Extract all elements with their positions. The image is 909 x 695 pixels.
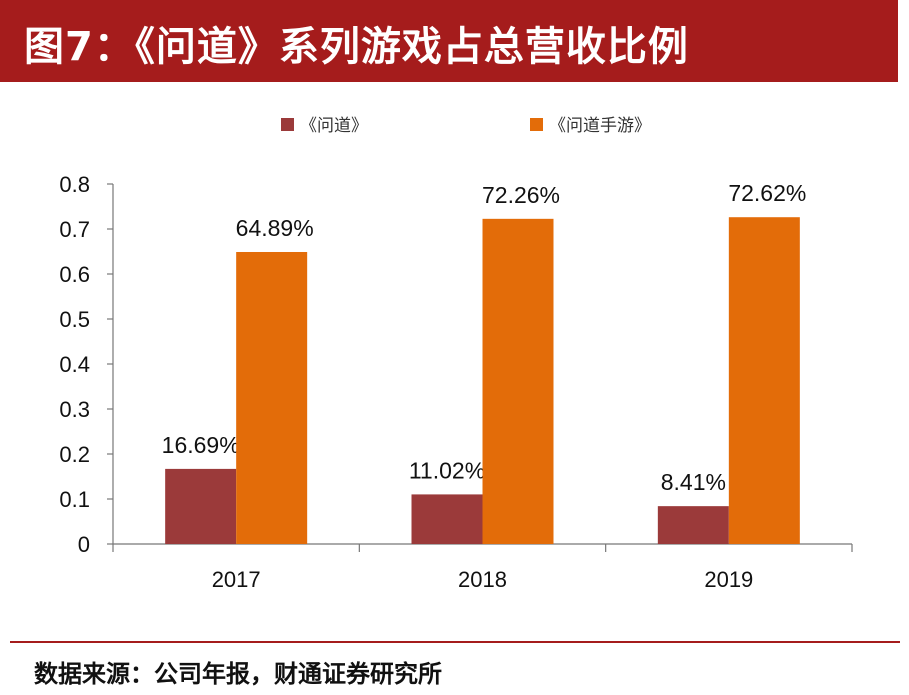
footer-divider	[10, 641, 900, 643]
y-tick-label: 0.5	[59, 307, 90, 332]
legend-swatch	[281, 118, 294, 131]
x-tick-label: 2018	[458, 567, 507, 592]
y-tick-label: 0.7	[59, 217, 90, 242]
data-label: 72.26%	[482, 182, 560, 208]
bar-wendao-mobile-2017	[236, 251, 308, 544]
y-tick-label: 0.4	[59, 352, 90, 377]
bar-wendao-2018	[411, 494, 483, 544]
data-label: 11.02%	[409, 457, 485, 483]
y-tick-label: 0.8	[59, 172, 90, 197]
data-label: 8.41%	[661, 469, 726, 495]
y-tick-label: 0.1	[59, 487, 90, 512]
legend-label: 《问道》	[300, 116, 368, 135]
data-label: 16.69%	[162, 432, 240, 458]
y-tick-label: 0	[78, 532, 90, 557]
legend-swatch	[530, 118, 543, 131]
bar-wendao-2019	[657, 506, 729, 544]
figure-title: 图7：《问道》系列游戏占总营收比例	[24, 24, 689, 70]
data-label: 72.62%	[728, 180, 806, 206]
title-bar: 图7：《问道》系列游戏占总营收比例	[0, 0, 898, 82]
data-source: 数据来源：公司年报，财通证券研究所	[34, 659, 442, 688]
y-tick-label: 0.3	[59, 397, 90, 422]
x-tick-label: 2019	[704, 567, 753, 592]
bar-wendao-mobile-2018	[482, 218, 554, 544]
y-tick-label: 0.6	[59, 262, 90, 287]
bar-wendao-2017	[165, 468, 237, 544]
bar-wendao-mobile-2019	[728, 217, 800, 544]
y-tick-label: 0.2	[59, 442, 90, 467]
bar-chart: 0 0.1 0.2 0.3 0.4 0.5 0.6 0.7 0.8 2017 16.69% 64.89…	[59, 116, 853, 592]
legend-label: 《问道手游》	[549, 116, 651, 135]
data-label: 64.89%	[236, 215, 314, 241]
x-tick-label: 2017	[212, 567, 261, 592]
